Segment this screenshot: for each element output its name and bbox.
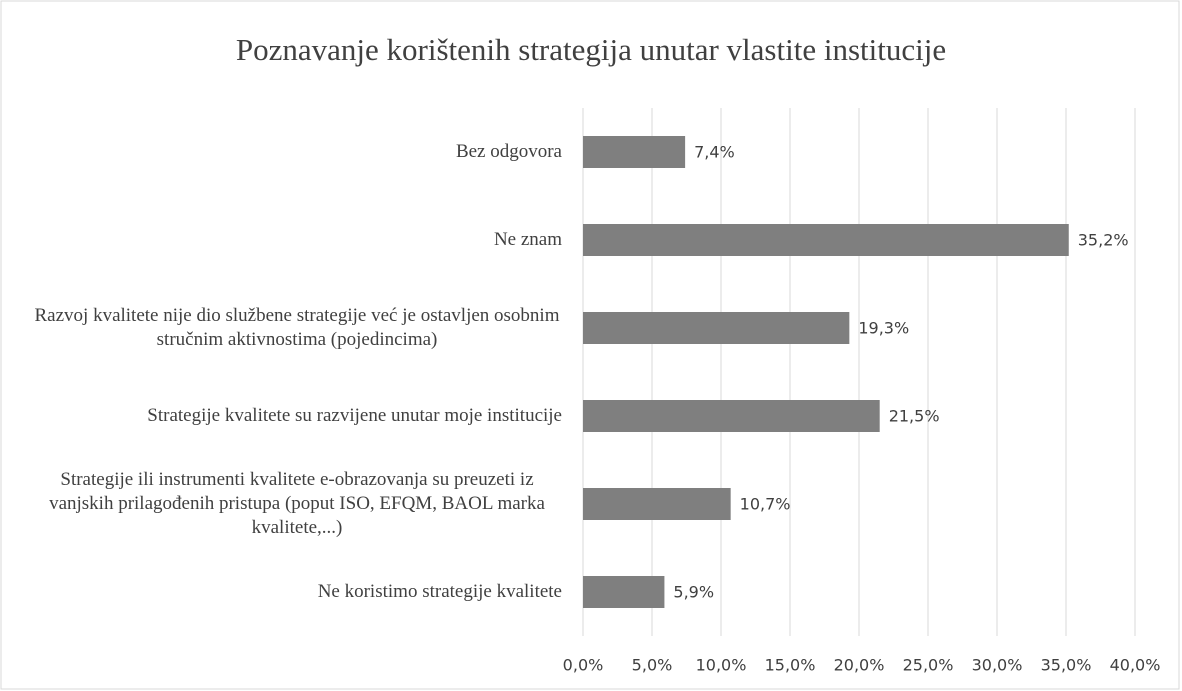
value-label: 19,3% xyxy=(858,319,909,338)
y-tick-label-box: Ne koristimo strategije kvalitete xyxy=(20,548,562,636)
bar xyxy=(583,488,731,520)
x-tick-label: 25,0% xyxy=(903,656,954,675)
value-label: 35,2% xyxy=(1078,231,1129,250)
y-tick-label: Strategije kvalitete su razvijene unutar… xyxy=(147,405,562,426)
y-tick-label: Bez odgovora xyxy=(455,141,562,162)
x-tick-label: 20,0% xyxy=(834,656,885,675)
y-tick-label: Razvoj kvalitete nije dio službene strat… xyxy=(34,305,560,350)
y-tick-label-box: Strategije ili instrumenti kvalitete e-o… xyxy=(20,460,562,548)
bar xyxy=(583,400,880,432)
value-label: 21,5% xyxy=(889,407,940,426)
chart-title: Poznavanje korištenih strategija unutar … xyxy=(235,32,947,67)
x-tick-label: 0,0% xyxy=(563,656,604,675)
bar xyxy=(583,312,850,344)
y-tick-label: Ne koristimo strategije kvalitete xyxy=(317,581,562,602)
x-tick-label: 35,0% xyxy=(1041,656,1092,675)
x-tick-label: 5,0% xyxy=(632,656,673,675)
y-tick-label-box: Strategije kvalitete su razvijene unutar… xyxy=(20,372,562,460)
y-tick-label: Strategije ili instrumenti kvalitete e-o… xyxy=(49,469,545,538)
x-tick-label: 30,0% xyxy=(972,656,1023,675)
value-label: 10,7% xyxy=(740,495,791,514)
y-tick-label-box: Ne znam xyxy=(20,196,562,284)
x-tick-label: 40,0% xyxy=(1110,656,1161,675)
x-tick-label: 10,0% xyxy=(696,656,747,675)
bar xyxy=(583,576,665,608)
y-tick-label: Ne znam xyxy=(493,229,562,250)
y-tick-label-box: Razvoj kvalitete nije dio službene strat… xyxy=(20,284,562,372)
bar xyxy=(583,224,1069,256)
y-tick-label-box: Bez odgovora xyxy=(20,108,562,196)
x-tick-label: 15,0% xyxy=(765,656,816,675)
value-label: 5,9% xyxy=(673,583,714,602)
bar xyxy=(583,136,686,168)
value-label: 7,4% xyxy=(694,143,735,162)
